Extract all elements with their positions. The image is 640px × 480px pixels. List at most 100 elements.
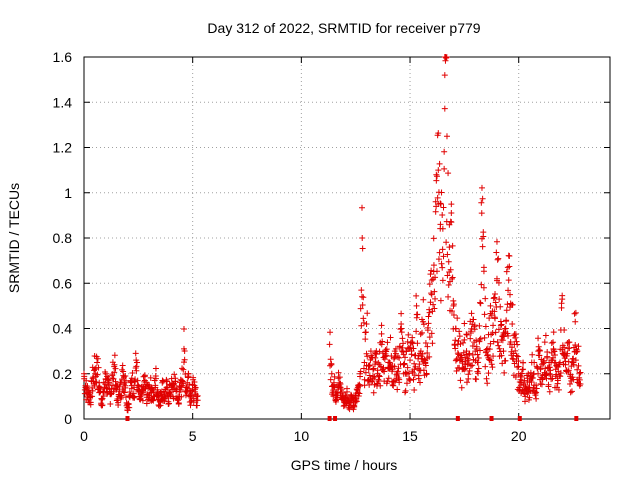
data-point bbox=[457, 341, 464, 348]
data-point bbox=[463, 331, 470, 338]
data-point bbox=[574, 366, 581, 373]
data-point bbox=[399, 344, 406, 351]
data-point bbox=[358, 204, 365, 211]
data-point bbox=[507, 291, 514, 298]
data-point bbox=[411, 360, 418, 367]
data-point bbox=[129, 369, 136, 376]
data-point bbox=[489, 364, 496, 371]
data-point bbox=[120, 374, 127, 381]
data-point bbox=[416, 361, 423, 368]
data-point bbox=[381, 356, 388, 363]
data-point bbox=[433, 173, 440, 180]
data-point bbox=[122, 377, 129, 384]
data-point bbox=[435, 130, 442, 137]
data-point bbox=[453, 368, 460, 375]
data-point bbox=[397, 326, 404, 333]
data-point bbox=[439, 212, 446, 219]
data-point bbox=[482, 295, 489, 302]
data-point bbox=[438, 189, 445, 196]
data-point bbox=[566, 345, 573, 352]
data-point bbox=[94, 355, 101, 362]
data-point bbox=[490, 322, 497, 329]
y-tick-label: 0.2 bbox=[53, 366, 73, 382]
data-point bbox=[512, 374, 519, 381]
data-point bbox=[344, 385, 350, 392]
data-point bbox=[444, 272, 451, 279]
data-point bbox=[436, 160, 443, 167]
data-point bbox=[476, 338, 483, 345]
data-point bbox=[404, 364, 411, 371]
data-point bbox=[139, 389, 146, 396]
data-point bbox=[364, 353, 371, 360]
data-point bbox=[422, 339, 429, 346]
data-point bbox=[478, 210, 485, 217]
data-point bbox=[422, 362, 429, 369]
data-point bbox=[413, 302, 420, 309]
data-point bbox=[185, 370, 192, 377]
data-point bbox=[446, 244, 453, 251]
data-point bbox=[355, 389, 362, 396]
data-point bbox=[164, 378, 171, 385]
data-point bbox=[119, 366, 126, 373]
data-point bbox=[567, 389, 574, 396]
data-point bbox=[131, 394, 138, 401]
data-point bbox=[384, 339, 391, 346]
data-point bbox=[427, 271, 434, 278]
data-point bbox=[508, 344, 515, 351]
data-point bbox=[519, 387, 526, 394]
data-point bbox=[432, 208, 439, 215]
data-point bbox=[376, 373, 383, 380]
data-point bbox=[503, 317, 510, 324]
data-point bbox=[460, 339, 467, 346]
data-point bbox=[510, 356, 517, 363]
data-point bbox=[577, 369, 584, 376]
data-point bbox=[86, 389, 93, 396]
data-point bbox=[99, 395, 106, 402]
data-point bbox=[461, 320, 468, 327]
data-point bbox=[87, 401, 94, 408]
y-tick-label: 1.2 bbox=[53, 140, 73, 156]
data-point bbox=[495, 342, 502, 349]
data-point bbox=[425, 320, 432, 327]
data-point bbox=[396, 376, 403, 383]
data-point bbox=[448, 308, 455, 315]
data-point bbox=[364, 377, 371, 384]
data-point bbox=[359, 302, 366, 309]
data-point bbox=[467, 335, 474, 342]
data-point bbox=[505, 332, 512, 339]
data-point bbox=[454, 315, 461, 322]
data-point bbox=[400, 340, 407, 347]
data-point bbox=[575, 362, 582, 369]
chart-title: Day 312 of 2022, SRMTID for receiver p77… bbox=[207, 20, 480, 36]
data-point bbox=[540, 357, 547, 364]
data-point bbox=[572, 309, 579, 316]
data-point bbox=[152, 375, 159, 382]
data-point bbox=[434, 194, 441, 201]
data-point bbox=[484, 351, 491, 358]
x-tick-label: 20 bbox=[511, 428, 527, 444]
data-point bbox=[107, 400, 114, 407]
y-tick-label: 0 bbox=[64, 411, 72, 427]
data-point bbox=[362, 336, 369, 343]
data-point bbox=[337, 381, 344, 387]
x-tick-label: 5 bbox=[189, 428, 197, 444]
data-point bbox=[353, 398, 360, 405]
data-point bbox=[395, 365, 402, 372]
data-point bbox=[425, 313, 432, 320]
data-point bbox=[496, 345, 503, 352]
data-point bbox=[184, 374, 191, 381]
gap-marker bbox=[574, 416, 579, 421]
data-point bbox=[492, 329, 499, 336]
data-point bbox=[477, 299, 484, 306]
data-point bbox=[463, 331, 470, 338]
data-point bbox=[571, 310, 578, 317]
data-point bbox=[478, 281, 485, 288]
data-point bbox=[501, 333, 508, 340]
data-point bbox=[330, 381, 337, 388]
data-point bbox=[383, 352, 390, 359]
data-point bbox=[149, 385, 156, 392]
data-point bbox=[110, 388, 117, 395]
data-point bbox=[473, 376, 480, 383]
data-point bbox=[189, 387, 196, 394]
